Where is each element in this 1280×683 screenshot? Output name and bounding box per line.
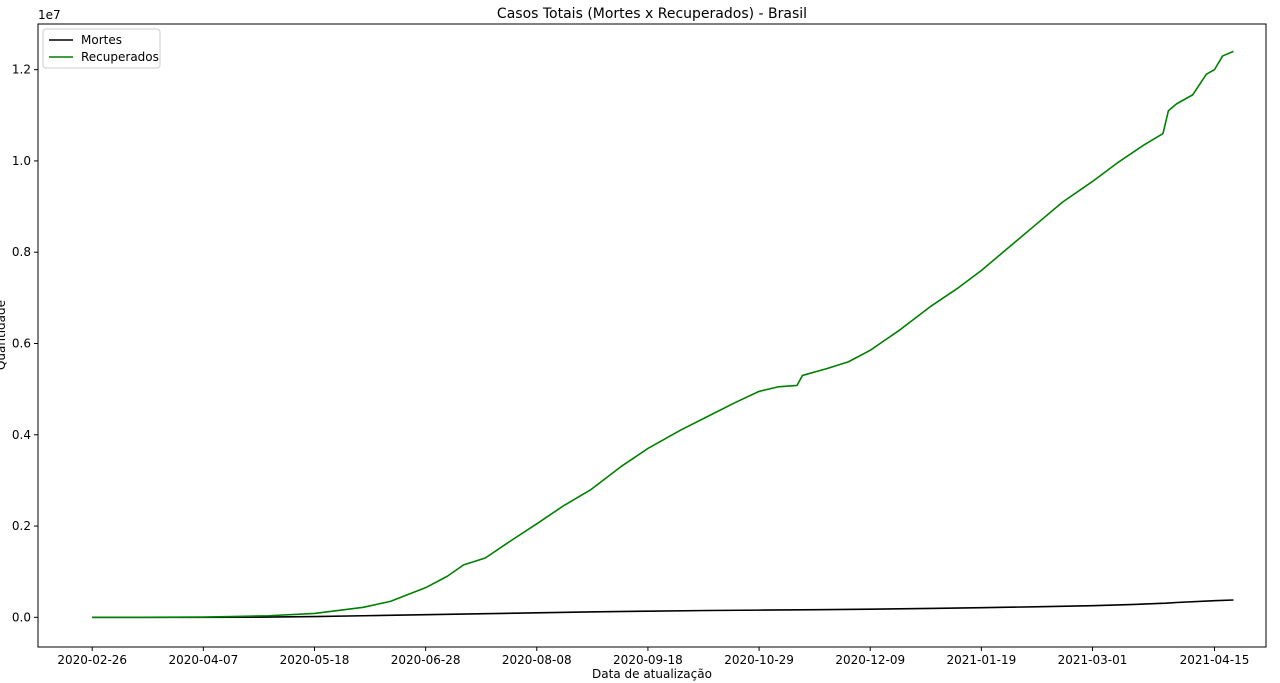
x-tick-label: 2020-04-07 (168, 653, 238, 667)
x-tick-label: 2020-08-08 (502, 653, 572, 667)
plot-area (38, 24, 1266, 647)
chart-title: Casos Totais (Mortes x Recuperados) - Br… (497, 6, 807, 22)
series-layer (92, 50, 1234, 619)
y-tick-label: 0.2 (12, 519, 31, 533)
y-tick-label: 0.8 (12, 245, 31, 259)
y-axis-ticks: 0.0 0.2 0.4 0.6 0.8 1.0 1.2 (12, 63, 38, 624)
legend-box (42, 28, 161, 69)
legend-label-mortes: Mortes (81, 33, 122, 47)
y-tick-label: 0.4 (12, 428, 31, 442)
x-tick-label: 2021-03-01 (1058, 653, 1128, 667)
y-tick-label: 1.0 (12, 154, 31, 168)
y-tick-label: 0.0 (12, 610, 31, 624)
x-axis-label: Data de atualização (592, 667, 712, 681)
x-tick-label: 2020-06-28 (391, 653, 461, 667)
x-tick-label: 2020-05-18 (280, 653, 350, 667)
x-tick-label: 2020-02-26 (57, 653, 127, 667)
y-offset-label: 1e7 (38, 8, 61, 22)
x-axis-ticks: 2020-02-26 2020-04-07 2020-05-18 2020-06-28… (57, 647, 1249, 667)
series-line-mortes (92, 599, 1234, 619)
legend: Mortes Recuperados (42, 28, 161, 69)
y-tick-label: 0.6 (12, 336, 31, 350)
series-line-recuperados (92, 50, 1234, 619)
x-tick-label: 2020-12-09 (835, 653, 905, 667)
x-tick-label: 2021-01-19 (946, 653, 1016, 667)
legend-label-recuperados: Recuperados (81, 50, 159, 64)
y-axis-label: Quantidade (0, 300, 8, 370)
x-tick-label: 2020-10-29 (724, 653, 794, 667)
x-tick-label: 2020-09-18 (613, 653, 683, 667)
y-tick-label: 1.2 (12, 63, 31, 77)
plot-frame (37, 23, 1267, 648)
x-tick-label: 2021-04-15 (1180, 653, 1250, 667)
